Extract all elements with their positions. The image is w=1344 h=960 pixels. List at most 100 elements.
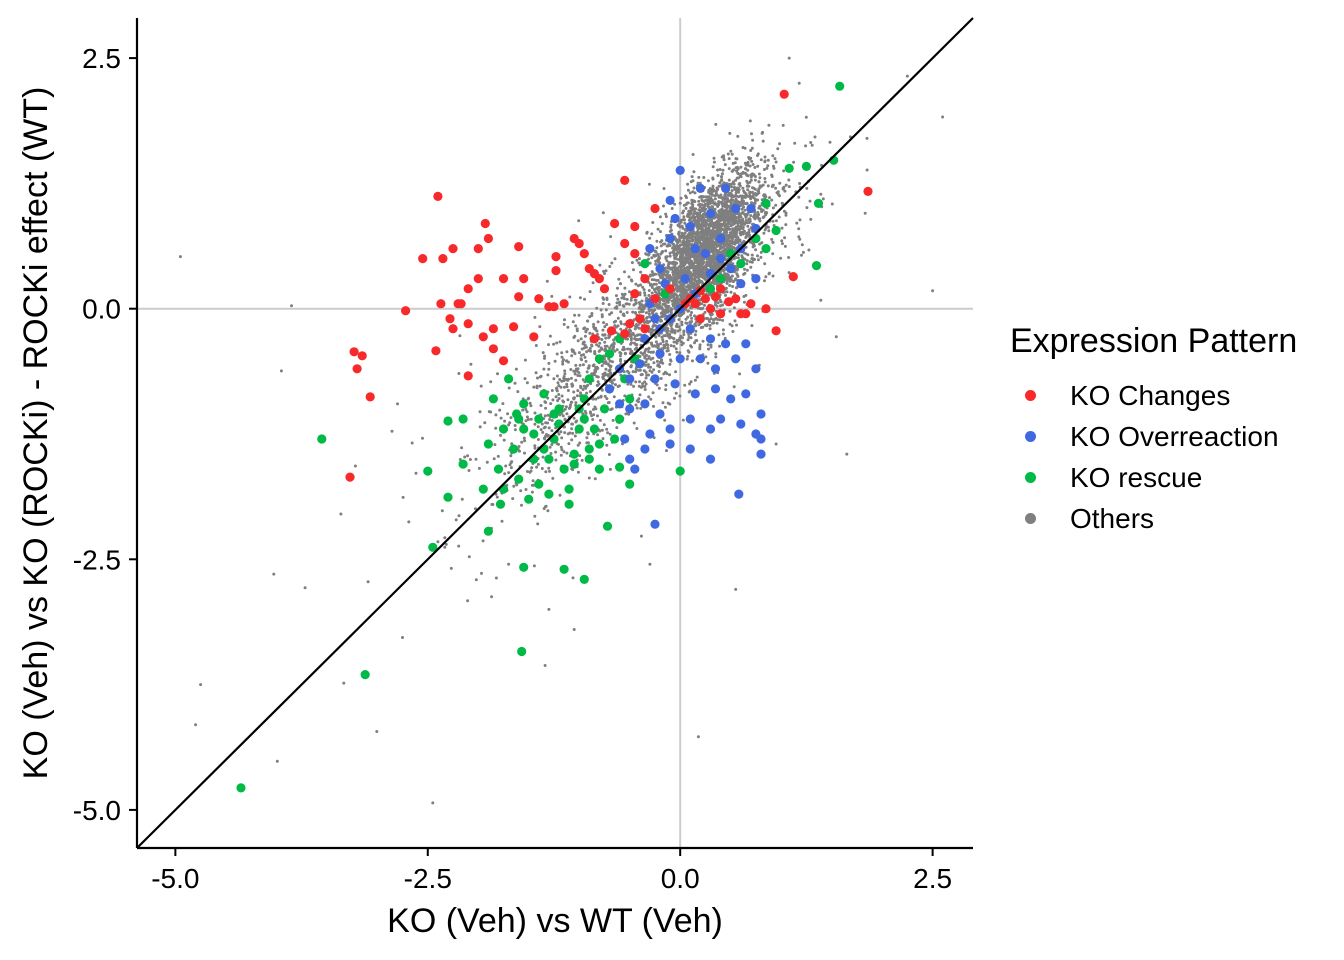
point-others (663, 418, 667, 422)
point-others (648, 562, 652, 566)
point-others (805, 186, 809, 190)
point-others (781, 123, 785, 127)
point-others (706, 242, 709, 246)
point-others (717, 249, 721, 253)
point-others (717, 225, 721, 229)
point-others (674, 370, 678, 374)
point-ko-overreaction (741, 389, 751, 399)
point-ko-changes (463, 371, 473, 381)
point-ko-changes (448, 324, 458, 334)
point-others (755, 192, 759, 196)
point-others (687, 350, 691, 354)
point-others (375, 730, 379, 733)
point-others (449, 566, 453, 570)
point-ko-overreaction (665, 233, 675, 244)
point-others (686, 266, 690, 270)
point-others (545, 434, 549, 438)
point-others (681, 270, 685, 274)
point-ko-rescue (495, 499, 506, 509)
point-ko-overreaction (731, 203, 741, 214)
point-others (721, 332, 725, 336)
point-others (751, 195, 755, 199)
point-others (578, 363, 582, 367)
point-others (683, 383, 687, 387)
point-others (763, 177, 767, 180)
point-others (668, 244, 672, 248)
point-others (732, 279, 736, 283)
point-others (617, 384, 621, 388)
point-others (657, 258, 661, 262)
point-ko-overreaction (695, 183, 706, 193)
point-others (467, 555, 471, 559)
point-others (659, 252, 663, 256)
point-others (668, 229, 672, 233)
point-others (804, 115, 808, 119)
point-others (744, 215, 748, 219)
point-others (735, 272, 739, 276)
point-others (523, 358, 527, 362)
point-others (701, 339, 705, 343)
point-others (739, 233, 743, 237)
point-ko-rescue (443, 492, 453, 502)
point-others (700, 218, 703, 222)
point-others (751, 163, 755, 166)
point-others (712, 156, 716, 160)
point-others (755, 286, 759, 290)
point-others (615, 301, 619, 305)
point-others (555, 352, 559, 356)
point-others (728, 309, 732, 313)
point-others (565, 412, 569, 416)
point-others (524, 407, 528, 411)
point-ko-rescue (705, 284, 716, 294)
point-others (724, 286, 728, 290)
point-others (712, 160, 716, 164)
point-ko-changes (551, 266, 561, 276)
point-ko-rescue (569, 449, 579, 459)
point-others (629, 329, 633, 333)
point-others (599, 308, 603, 312)
point-others (639, 534, 643, 538)
point-others (679, 273, 682, 277)
point-others (706, 195, 710, 199)
point-others (845, 452, 849, 456)
point-others (612, 338, 616, 342)
point-others (717, 333, 721, 337)
point-others (690, 311, 693, 314)
point-others (632, 384, 636, 388)
point-others (736, 253, 740, 257)
point-others (650, 286, 654, 289)
point-others (765, 166, 769, 170)
point-others (530, 490, 534, 494)
point-others (645, 316, 648, 320)
point-others (353, 464, 357, 468)
point-others (697, 220, 700, 224)
point-others (565, 451, 569, 455)
point-others (623, 270, 626, 274)
point-others (650, 256, 654, 260)
point-others (726, 152, 730, 156)
point-others (568, 405, 572, 409)
point-others (770, 198, 774, 202)
point-ko-overreaction (655, 264, 665, 274)
point-others (520, 503, 523, 507)
point-others (661, 401, 665, 405)
point-ko-changes (478, 332, 488, 342)
point-others (667, 298, 671, 301)
point-ko-rescue (574, 424, 584, 434)
point-others (725, 231, 729, 234)
point-ko-changes (610, 218, 620, 229)
point-ko-changes (635, 314, 645, 324)
point-others (644, 370, 648, 374)
point-others (529, 404, 533, 408)
point-others (647, 182, 651, 186)
point-others (698, 343, 702, 347)
point-others (723, 250, 727, 254)
point-others (678, 287, 682, 291)
point-others (660, 222, 664, 226)
point-others (698, 345, 702, 349)
point-others (666, 244, 670, 248)
point-others (717, 228, 721, 232)
point-others (757, 172, 761, 176)
point-others (656, 227, 660, 231)
point-others (679, 247, 683, 251)
